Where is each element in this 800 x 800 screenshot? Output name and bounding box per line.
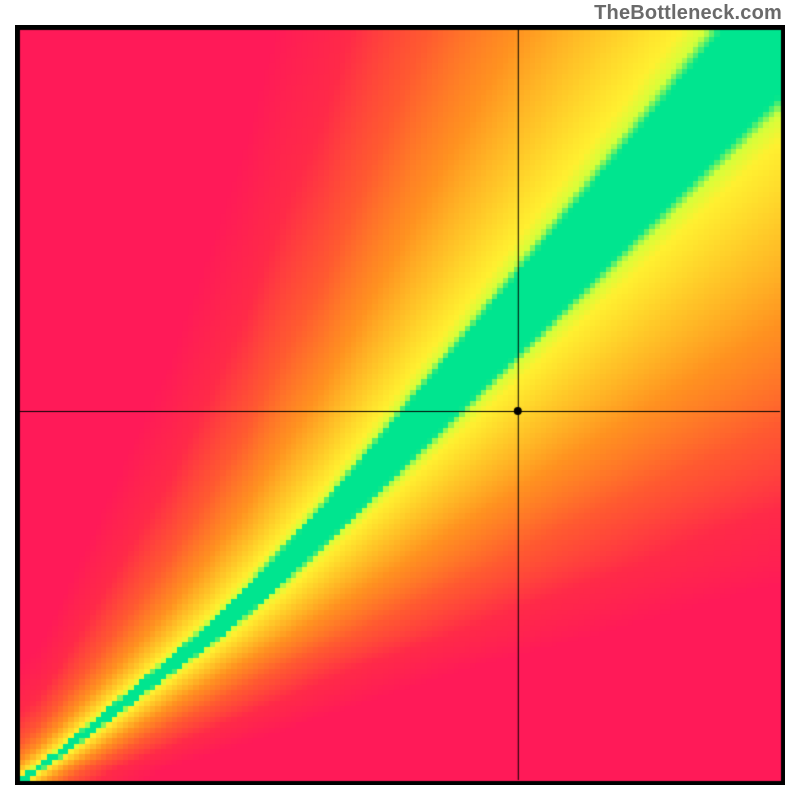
heatmap-canvas: [15, 25, 785, 785]
watermark-text: TheBottleneck.com: [594, 2, 782, 25]
bottleneck-heatmap: [15, 25, 785, 785]
